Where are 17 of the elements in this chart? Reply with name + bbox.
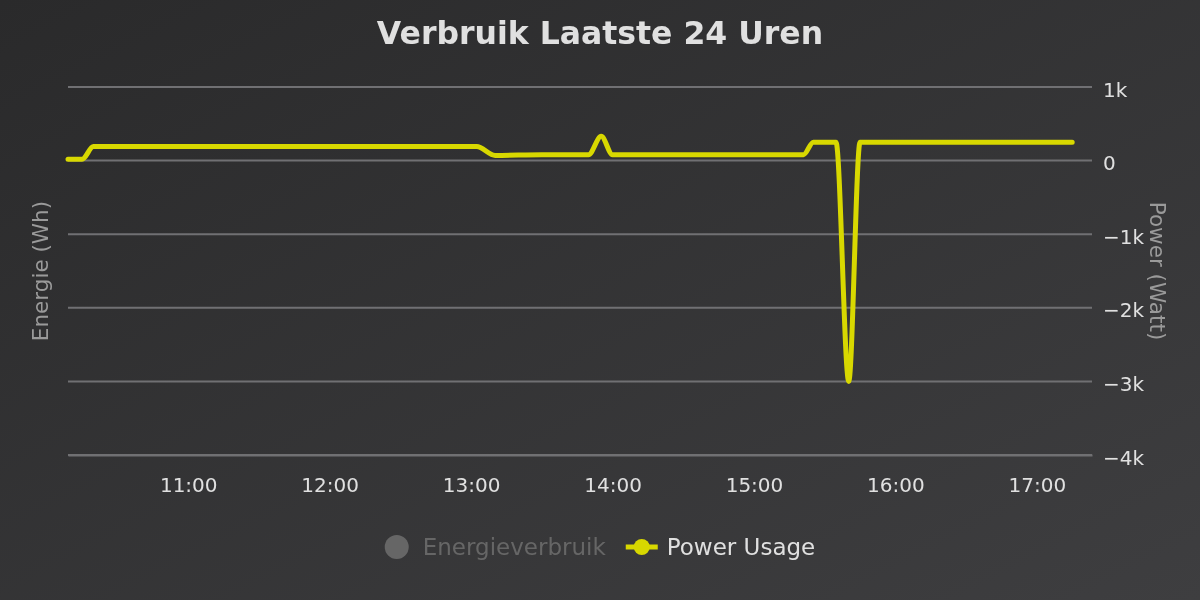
y-tick-label: −2k (1103, 298, 1145, 323)
y-tick-label: 1k (1103, 77, 1128, 102)
x-tick-label: 13:00 (442, 473, 501, 498)
x-tick-label: 11:00 (159, 473, 218, 498)
x-tick-label: 14:00 (584, 473, 642, 498)
x-tick-label: 16:00 (867, 473, 925, 498)
y-axis-title: Power (Watt) (1145, 201, 1170, 341)
x-tick-label: 12:00 (301, 473, 359, 498)
chart-title: Verbruik Laatste 24 Uren (376, 15, 824, 51)
y-tick-label: −1k (1103, 224, 1145, 249)
y-tick-label: −4k (1103, 445, 1145, 470)
x-tick-label: 15:00 (725, 473, 784, 498)
y-tick-label: 0 (1103, 151, 1116, 176)
y-tick-label: −3k (1103, 371, 1145, 396)
y2-axis-title: Energie (Wh) (28, 200, 53, 342)
legend-label: Power Usage (666, 534, 816, 561)
x-tick-label: 17:00 (1008, 473, 1067, 498)
